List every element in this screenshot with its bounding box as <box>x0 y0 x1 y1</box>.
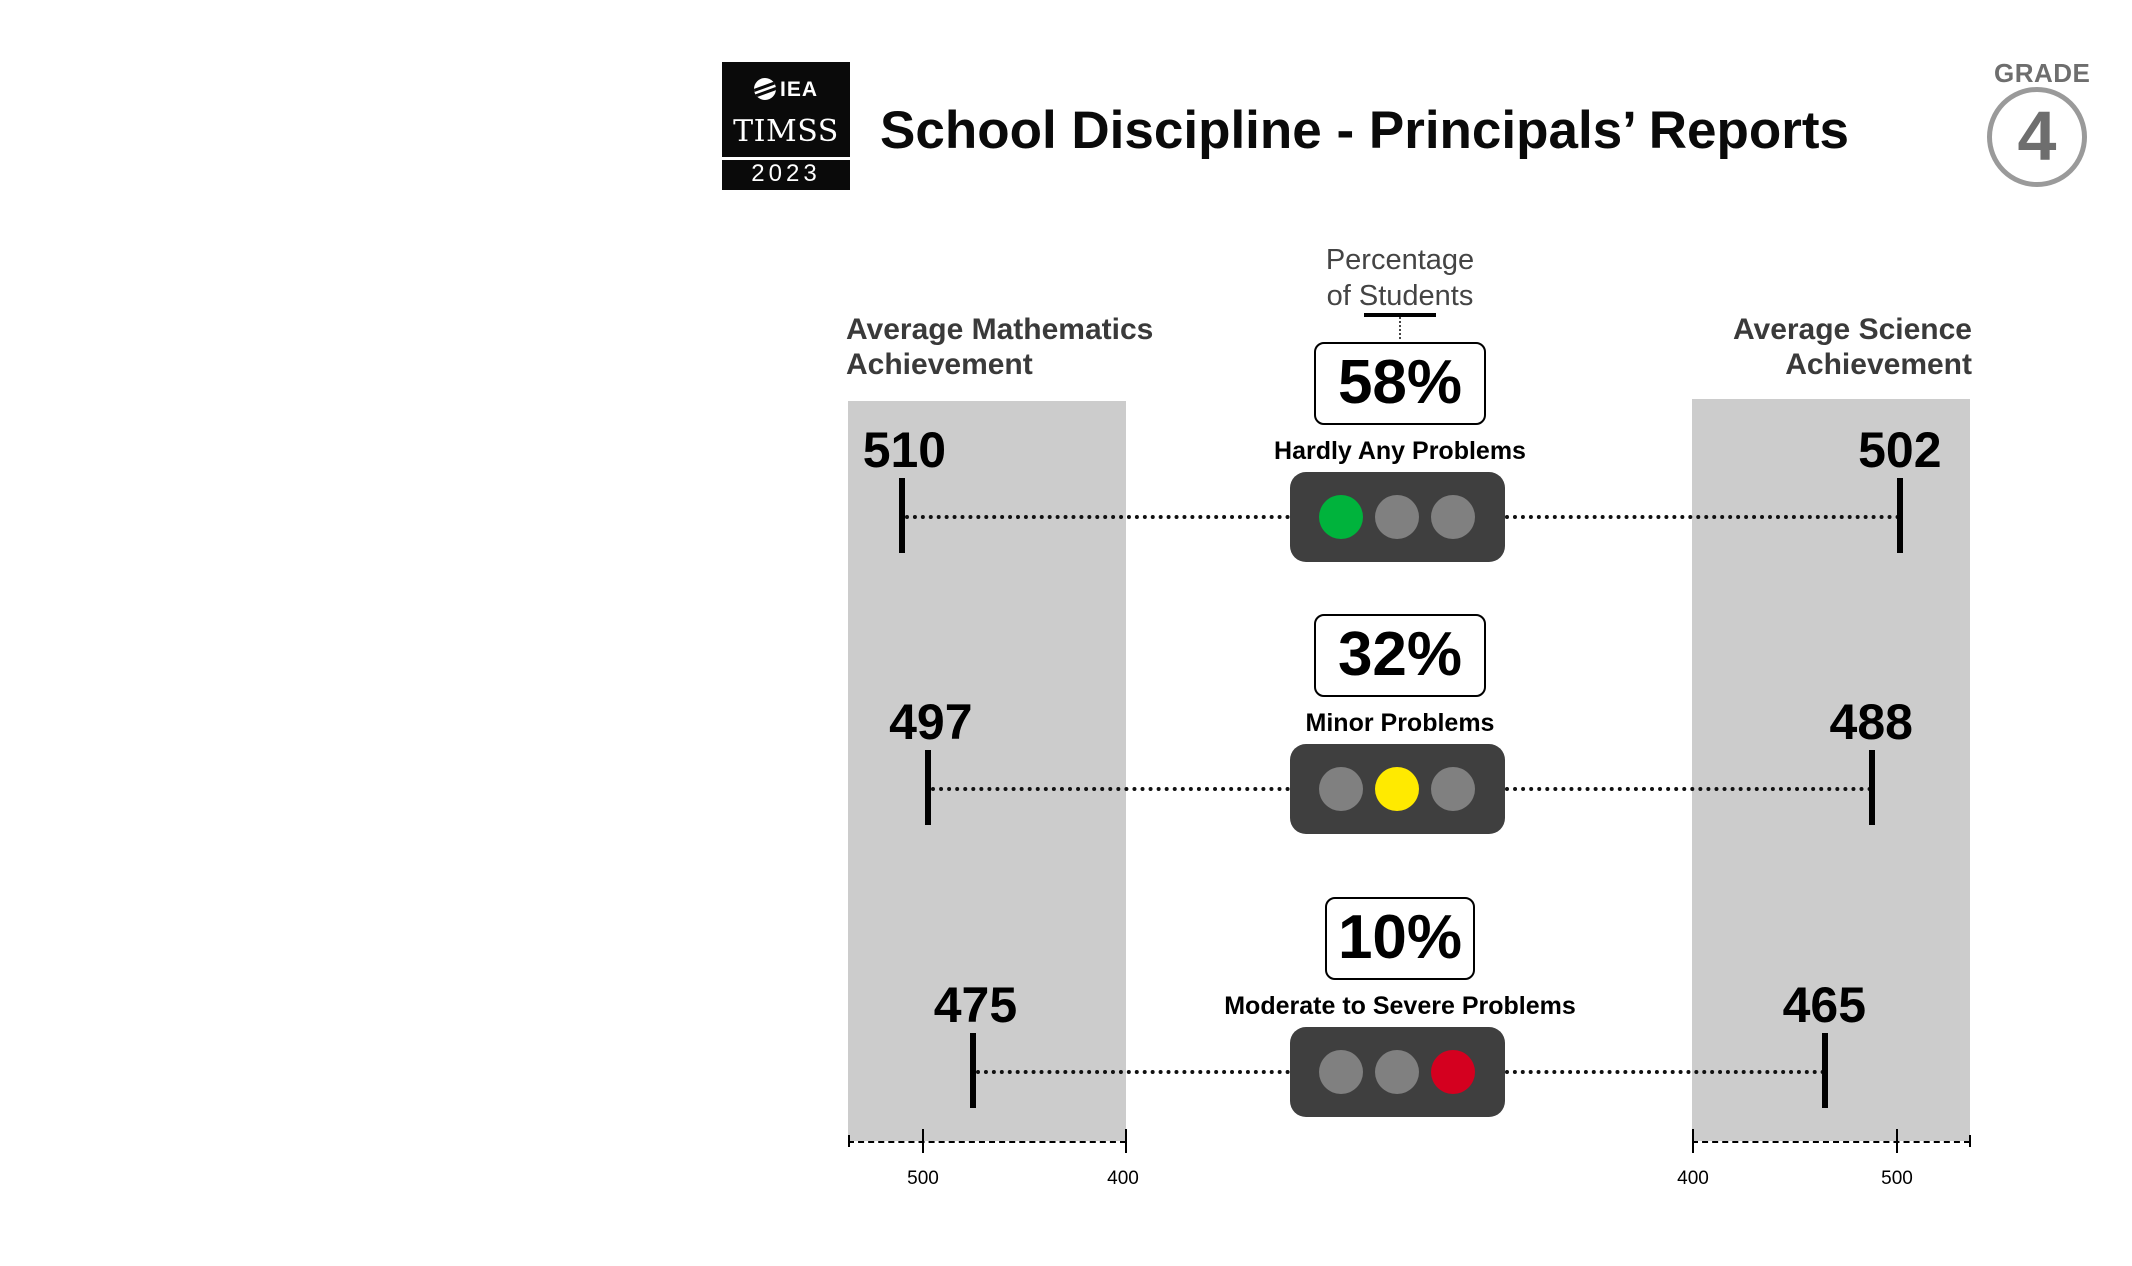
percent-box: 58% <box>1314 342 1486 425</box>
traffic-light <box>1290 1027 1505 1117</box>
science-axis-tick <box>1896 1129 1898 1153</box>
science-band <box>1692 399 1970 1141</box>
percent-box: 32% <box>1314 614 1486 697</box>
category-label: Hardly Any Problems <box>1274 437 1526 465</box>
science-connector <box>1505 787 1872 791</box>
math-band <box>848 401 1126 1141</box>
percent-box: 10% <box>1325 897 1475 980</box>
math-score-marker <box>898 478 905 553</box>
science-score: 502 <box>1858 422 1942 478</box>
science-heading: Average Science Achievement <box>1660 312 1972 382</box>
traffic-light <box>1290 472 1505 562</box>
grade-label: GRADE <box>1994 58 2091 88</box>
math-axis-tick-label: 500 <box>907 1168 939 1189</box>
math-connector <box>931 787 1290 791</box>
percentage-underline <box>1364 313 1436 317</box>
science-connector <box>1505 515 1901 519</box>
lamp-off <box>1319 1050 1363 1094</box>
math-heading-line1: Average Mathematics <box>846 313 1154 346</box>
math-axis-tick <box>922 1129 924 1153</box>
math-score-marker <box>925 750 932 825</box>
lamp-off <box>1375 1050 1419 1094</box>
category-label: Moderate to Severe Problems <box>1224 992 1576 1020</box>
yellow-lamp-on <box>1375 767 1419 811</box>
science-score-marker <box>1897 478 1904 553</box>
math-heading: Average Mathematics Achievement <box>846 312 1153 382</box>
logo-name: TIMSS <box>733 114 839 149</box>
globe-icon <box>753 78 776 100</box>
logo-divider <box>722 157 850 160</box>
science-score: 465 <box>1782 977 1867 1033</box>
science-score: 488 <box>1829 694 1913 750</box>
percentage-heading-line2: of Students <box>1326 280 1474 312</box>
science-score-marker <box>1821 1033 1828 1108</box>
percentage-stem <box>1399 317 1401 339</box>
timss-logo: IEA TIMSS 2023 <box>722 62 850 190</box>
percentage-heading-line1: Percentage <box>1325 244 1475 276</box>
science-score-marker <box>1868 750 1875 825</box>
science-axis-end-tick <box>1969 1135 1971 1147</box>
math-axis-tick-label: 400 <box>1107 1168 1139 1189</box>
math-axis-line <box>848 1141 1126 1143</box>
math-axis-tick <box>1125 1129 1127 1153</box>
science-axis-tick <box>1692 1129 1694 1153</box>
math-score: 475 <box>933 977 1018 1033</box>
traffic-light <box>1290 744 1505 834</box>
category-label: Minor Problems <box>1305 709 1495 737</box>
math-connector <box>904 515 1290 519</box>
science-heading-line1: Average Science <box>1732 313 1972 346</box>
lamp-off <box>1431 495 1475 539</box>
science-connector <box>1505 1070 1825 1074</box>
math-score: 510 <box>862 422 947 478</box>
logo-year: 2023 <box>751 160 821 187</box>
math-heading-line2: Achievement <box>846 348 1033 381</box>
math-score: 497 <box>889 694 973 750</box>
science-axis-line <box>1692 1141 1970 1143</box>
logo-org: IEA <box>779 78 818 101</box>
green-lamp-on <box>1319 495 1363 539</box>
grade-badge: 4 <box>1987 87 2087 187</box>
percentage-heading: Percentage of Students <box>1290 242 1510 314</box>
math-score-marker <box>969 1033 976 1108</box>
lamp-off <box>1431 767 1475 811</box>
math-connector <box>975 1070 1290 1074</box>
math-axis-end-tick <box>848 1135 850 1147</box>
science-heading-line2: Achievement <box>1785 348 1972 381</box>
science-axis-tick-label: 400 <box>1677 1168 1709 1189</box>
page-title: School Discipline - Principals’ Reports <box>880 101 1849 160</box>
red-lamp-on <box>1431 1050 1475 1094</box>
science-axis-tick-label: 500 <box>1881 1168 1913 1189</box>
lamp-off <box>1375 495 1419 539</box>
lamp-off <box>1319 767 1363 811</box>
